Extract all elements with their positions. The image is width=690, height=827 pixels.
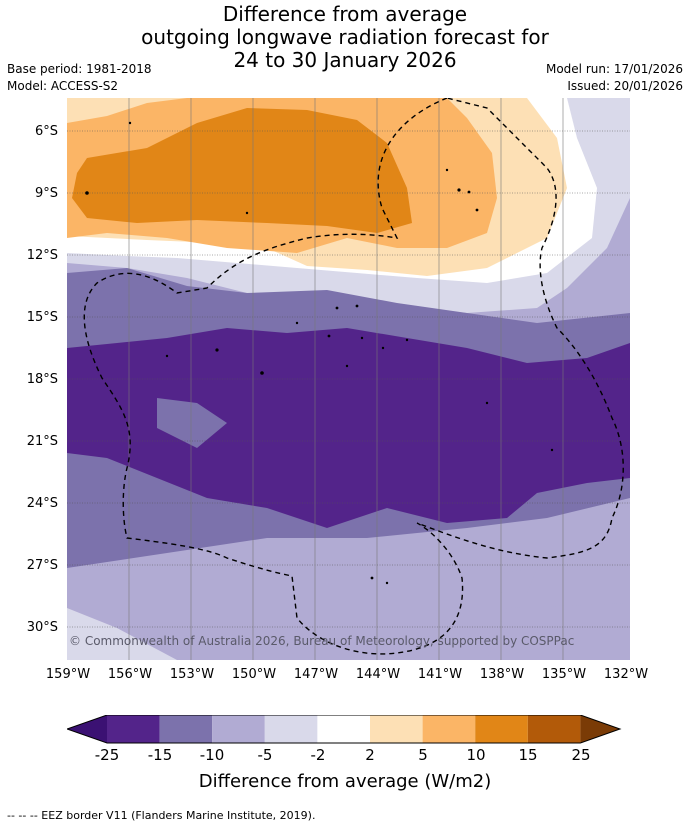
colorbar-tick: 15 — [518, 746, 538, 764]
anomaly-map-svg — [67, 98, 630, 660]
colorbar-swatch — [107, 715, 160, 743]
copyright-credit: © Commonwealth of Australia 2026, Bureau… — [69, 634, 575, 648]
colorbar-swatch — [422, 715, 476, 743]
map-title-line-1: Difference from average — [222, 2, 468, 26]
colorbar-tick: -15 — [147, 746, 173, 764]
meridians — [128, 98, 564, 660]
model-label: Model: ACCESS-S2 — [7, 79, 119, 93]
eez-border-path — [83, 98, 624, 655]
map-panel — [67, 98, 630, 660]
colorbar-extend-low — [67, 715, 107, 743]
colorbar-swatch — [264, 715, 318, 743]
colorbar-tick: 2 — [365, 746, 375, 764]
model-run-label: Model run: 17/01/2026 — [545, 62, 683, 76]
lat-label-27s: 27°S — [26, 558, 58, 573]
colorbar-tick: 25 — [571, 746, 591, 764]
lon-label-135w: 135°W — [541, 667, 587, 682]
lon-label-156w: 156°W — [107, 667, 153, 682]
colorbar-tick: -25 — [94, 746, 120, 764]
colorbar-tick: 5 — [418, 746, 428, 764]
lat-label-12s: 12°S — [26, 248, 58, 263]
eez-borders — [83, 98, 624, 655]
lat-label-24s: 24°S — [26, 496, 58, 511]
colorbar-swatch — [317, 715, 370, 743]
map-title-line-3: 24 to 30 January 2026 — [233, 48, 457, 72]
colorbar-swatch — [159, 715, 213, 743]
lat-label-18s: 18°S — [26, 372, 58, 387]
band-minus-10-inset — [157, 398, 227, 448]
issued-label: Issued: 20/01/2026 — [567, 79, 683, 93]
lon-label-153w: 153°W — [169, 667, 215, 682]
colorbar-swatch — [370, 715, 423, 743]
colorbar-swatch — [527, 715, 581, 743]
colorbar-tick: -2 — [310, 746, 326, 764]
lat-label-6s: 6°S — [34, 124, 58, 139]
lon-label-147w: 147°W — [293, 667, 339, 682]
colorbar-outline — [67, 715, 622, 744]
band-minus-5-bottom-right — [487, 603, 630, 660]
lon-label-141w: 141°W — [417, 667, 463, 682]
lon-label-144w: 144°W — [355, 667, 401, 682]
lat-label-15s: 15°S — [26, 310, 58, 325]
colorbar-swatch — [475, 715, 528, 743]
lon-label-159w: 159°W — [45, 667, 91, 682]
map-title-line-2: outgoing longwave radiation forecast for — [141, 25, 549, 49]
base-period-label: Base period: 1981-2018 — [7, 62, 152, 76]
lat-label-9s: 9°S — [34, 186, 58, 201]
lon-label-150w: 150°W — [231, 667, 277, 682]
band-plus-10 — [72, 108, 412, 233]
islands — [85, 121, 554, 585]
band-minus-2-bottom — [67, 608, 177, 660]
colorbar-tick: -5 — [257, 746, 273, 764]
band-minus-15 — [67, 328, 630, 528]
colorbar — [67, 715, 622, 744]
colorbar-tick: 10 — [466, 746, 486, 764]
eez-footnote: -- -- -- EEZ border V11 (Flanders Marine… — [7, 809, 316, 822]
lat-label-21s: 21°S — [26, 434, 58, 449]
colorbar-swatch — [212, 715, 265, 743]
colorbar-extend-high — [580, 715, 620, 743]
lon-label-132w: 132°W — [603, 667, 649, 682]
lat-label-30s: 30°S — [26, 620, 58, 635]
colorbar-title: Difference from average (W/m2) — [198, 771, 492, 792]
lon-label-138w: 138°W — [479, 667, 525, 682]
band-minus-5-patch — [497, 568, 537, 593]
colorbar-tick: -10 — [199, 746, 225, 764]
